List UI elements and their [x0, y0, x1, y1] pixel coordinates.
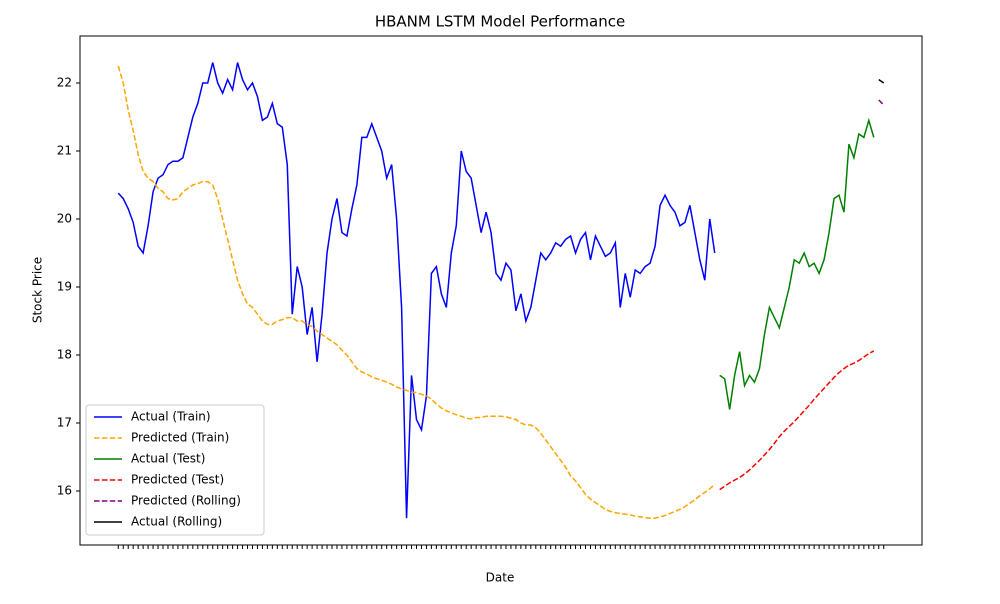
legend: Actual (Train) Predicted (Train) Actual (T…	[85, 404, 265, 536]
chart-title: HBANM LSTM Model Performance	[375, 13, 625, 31]
legend-label: Actual (Train)	[131, 410, 211, 424]
y-tick-label: 18	[57, 348, 72, 362]
legend-box	[85, 404, 265, 536]
y-tick-label: 16	[57, 484, 72, 498]
series-line	[878, 78, 885, 84]
legend-label: Actual (Rolling)	[131, 515, 222, 529]
series-line	[117, 65, 716, 519]
series-line	[878, 99, 885, 106]
legend-label: Actual (Test)	[131, 452, 205, 466]
y-tick-label: 17	[57, 416, 72, 430]
series-line	[719, 117, 875, 410]
series-line	[117, 62, 716, 519]
legend-label: Predicted (Train)	[131, 431, 229, 445]
y-tick-label: 19	[57, 279, 72, 293]
legend-label: Predicted (Test)	[131, 473, 224, 487]
y-tick-label: 22	[57, 75, 72, 89]
x-axis-label: Date	[486, 571, 515, 585]
y-axis-label: Stock Price	[31, 257, 45, 323]
series-line	[719, 350, 875, 491]
legend-label: Predicted (Rolling)	[131, 494, 241, 508]
y-tick-label: 20	[57, 211, 72, 225]
y-tick-label: 21	[57, 143, 72, 157]
